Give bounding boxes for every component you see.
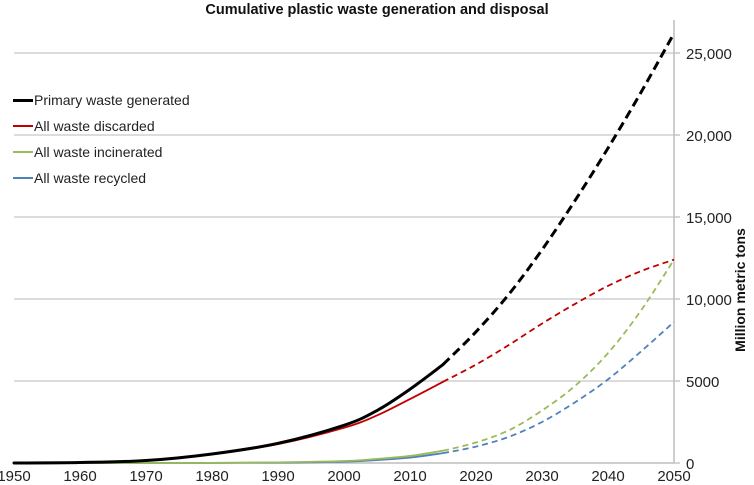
legend-item: All waste recycled	[13, 165, 190, 191]
y-tick-labels: 0 5000 10,000 15,000 20,000 25,000	[686, 46, 732, 473]
legend-label: All waste incinerated	[34, 144, 163, 160]
series-line-all-waste-recycled-projected	[442, 321, 675, 455]
x-tick-labels: 1950 1960 1970 1980 1990 2000 2010 2020 2030 2040…	[0, 468, 691, 485]
x-tick-label: 2010	[393, 468, 426, 485]
legend-label: All waste recycled	[34, 170, 147, 186]
y-tick-label: 25,000	[686, 46, 732, 63]
y-tick-label: 20,000	[686, 128, 732, 145]
y-tick-label: 10,000	[686, 292, 732, 309]
series-line-all-waste-incinerated-projected	[442, 259, 675, 452]
x-tick-label: 2000	[327, 468, 360, 485]
y-tick-label: 15,000	[686, 210, 732, 227]
y-axis-label: Million metric tons	[732, 228, 748, 352]
series-lines	[12, 32, 676, 465]
x-tick-label: 2050	[657, 468, 690, 485]
series-line-primary-waste-generated-historical	[12, 363, 445, 465]
legend-swatch	[13, 177, 33, 179]
series-line-primary-waste-generated-projected	[441, 32, 676, 366]
x-tick-label: 1950	[0, 468, 31, 485]
legend-swatch	[13, 98, 33, 102]
y-tick-label: 0	[686, 456, 694, 473]
legend-swatch	[13, 125, 33, 127]
x-tick-label: 1960	[63, 468, 96, 485]
legend-item: All waste incinerated	[13, 139, 190, 165]
legend-item: All waste discarded	[13, 113, 190, 139]
x-tick-label: 1990	[261, 468, 294, 485]
series-line-all-waste-discarded-projected	[442, 258, 675, 383]
y-tick-label: 5000	[686, 374, 719, 391]
legend: Primary waste generated All waste discard…	[13, 87, 190, 191]
x-tick-label: 1980	[195, 468, 228, 485]
x-tick-label: 2040	[591, 468, 624, 485]
legend-label: Primary waste generated	[34, 92, 190, 108]
chart-title: Cumulative plastic waste generation and …	[205, 2, 549, 18]
legend-swatch	[13, 151, 33, 153]
legend-label: All waste discarded	[34, 118, 155, 134]
x-tick-label: 2020	[459, 468, 492, 485]
x-tick-label: 2030	[525, 468, 558, 485]
gridlines	[14, 52, 674, 382]
x-tick-label: 1970	[129, 468, 162, 485]
legend-item: Primary waste generated	[13, 87, 190, 113]
